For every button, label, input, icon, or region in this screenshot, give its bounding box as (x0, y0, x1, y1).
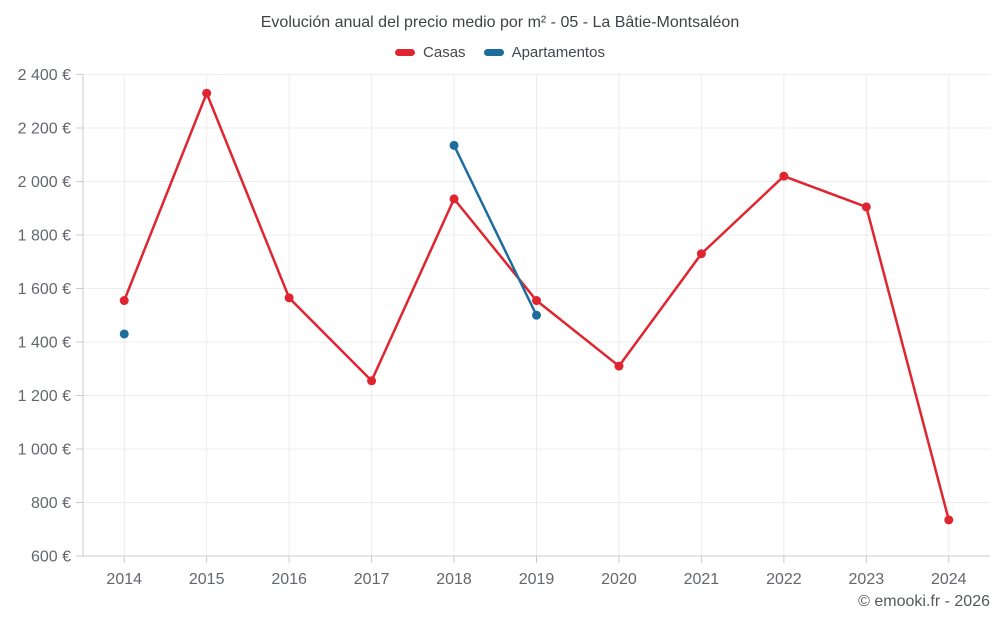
svg-text:2022: 2022 (766, 571, 802, 588)
chart-legend: Casas Apartamentos (0, 44, 1000, 61)
svg-text:2024: 2024 (931, 571, 967, 588)
svg-text:2020: 2020 (601, 571, 637, 588)
svg-text:2014: 2014 (106, 571, 142, 588)
svg-text:2 200 €: 2 200 € (18, 121, 71, 138)
svg-text:1 000 €: 1 000 € (18, 442, 71, 459)
svg-text:2 000 €: 2 000 € (18, 174, 71, 191)
svg-text:1 400 €: 1 400 € (18, 335, 71, 352)
svg-text:2019: 2019 (519, 571, 555, 588)
apartamentos-legend-swatch (483, 49, 504, 56)
casas-legend-swatch (395, 49, 416, 56)
svg-text:2 400 €: 2 400 € (18, 67, 71, 84)
svg-text:2023: 2023 (849, 571, 885, 588)
svg-text:1 800 €: 1 800 € (18, 228, 71, 245)
svg-text:2021: 2021 (684, 571, 720, 588)
legend-item-casas[interactable]: Casas (395, 44, 466, 61)
svg-text:2018: 2018 (436, 571, 472, 588)
svg-text:2015: 2015 (189, 571, 225, 588)
chart-title: Evolución anual del precio medio por m² … (260, 14, 740, 31)
svg-text:2017: 2017 (354, 571, 390, 588)
svg-text:2016: 2016 (271, 571, 307, 588)
apartamentos-legend-label: Apartamentos (511, 44, 605, 61)
svg-text:1 200 €: 1 200 € (18, 388, 71, 405)
copyright-text: © emooki.fr - 2026 (858, 593, 990, 610)
svg-text:600 €: 600 € (31, 549, 71, 566)
svg-text:1 600 €: 1 600 € (18, 281, 71, 298)
legend-item-apartamentos[interactable]: Apartamentos (483, 44, 605, 61)
svg-text:800 €: 800 € (31, 495, 71, 512)
casas-legend-label: Casas (423, 44, 466, 61)
